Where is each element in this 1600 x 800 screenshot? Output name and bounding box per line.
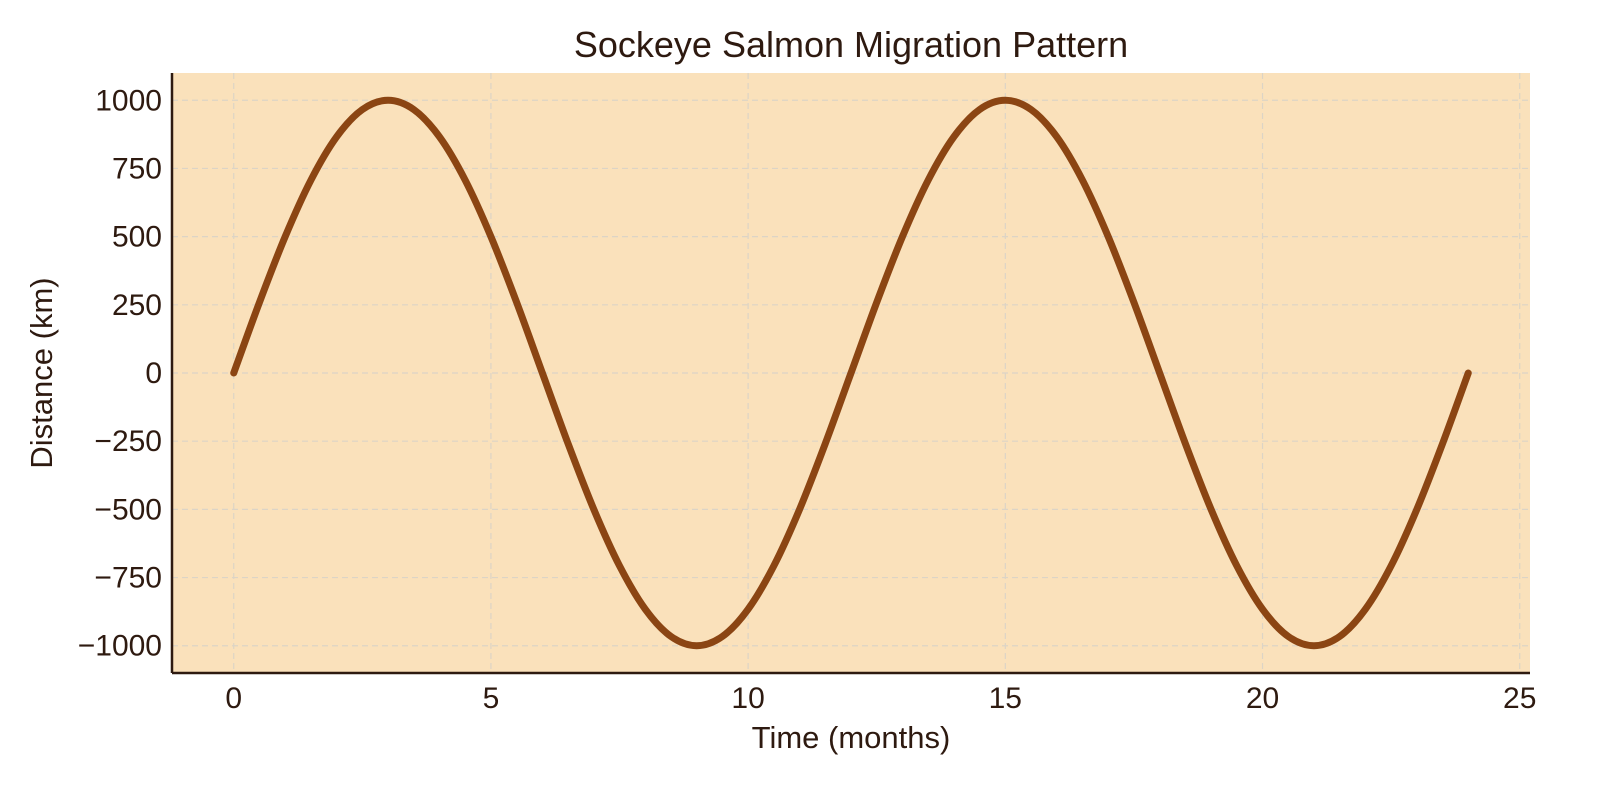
x-tick-label: 15 [989,682,1022,715]
x-tick-label: 20 [1246,682,1279,715]
y-tick-label: 0 [145,357,162,390]
y-tick-label: 750 [112,152,162,185]
chart-title: Sockeye Salmon Migration Pattern [574,24,1128,65]
y-tick-label: −1000 [78,630,162,663]
series-line [230,96,1472,650]
tick-labels: 0 5 10 15 20 25 1000 750 500 250 0 −250 −500 −750 −100… [78,84,1537,715]
x-tick-label: 5 [483,682,500,715]
y-tick-label: −250 [94,425,162,458]
y-tick-label: −750 [94,562,162,595]
x-tick-label: 25 [1503,682,1536,715]
y-axis-label: Distance (km) [24,277,59,468]
axes [170,73,1530,675]
y-tick-label: 250 [112,289,162,322]
x-tick-label: 0 [225,682,242,715]
y-tick-label: −500 [94,493,162,526]
y-tick-label: 1000 [95,84,162,117]
x-axis-label: Time (months) [752,720,951,755]
x-tick-label: 10 [731,682,764,715]
y-tick-label: 500 [112,221,162,254]
